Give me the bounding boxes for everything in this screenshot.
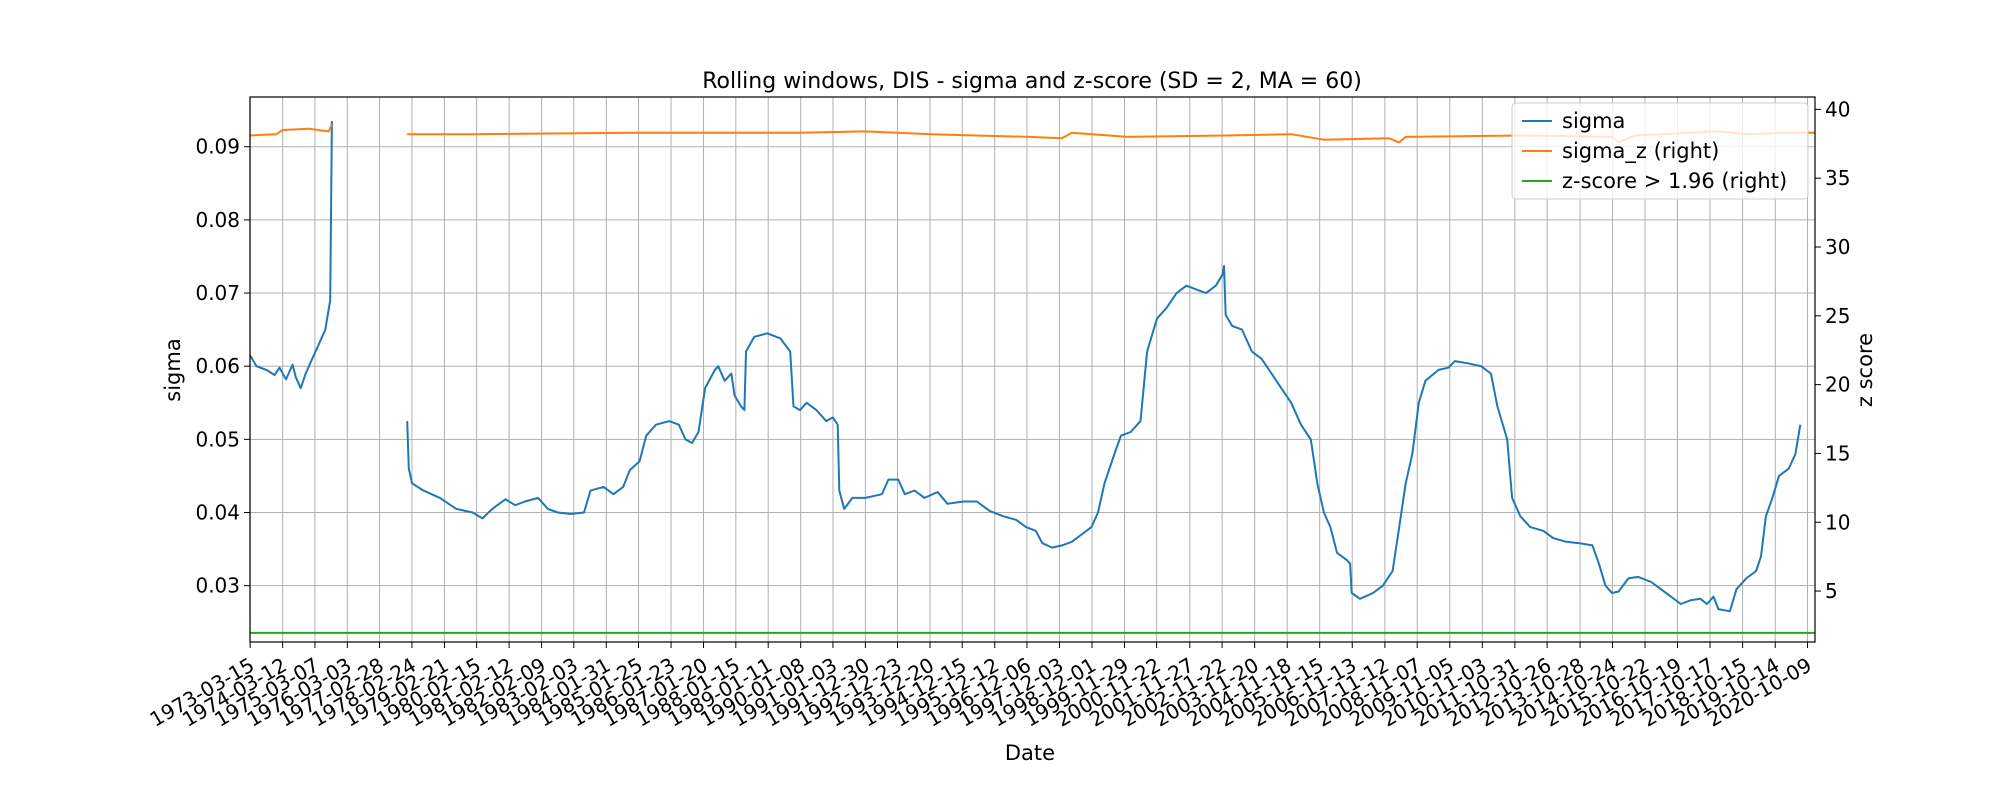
y-tick-label-right: 10: [1825, 510, 1850, 534]
plot-frame: [249, 96, 1816, 643]
legend-label-sigma: sigma: [1562, 109, 1625, 133]
y-tick-label-left: 0.06: [195, 354, 240, 378]
y-tick-label-left: 0.03: [195, 574, 240, 598]
y-tick-label-right: 20: [1825, 373, 1850, 397]
x-axis: 1973-03-151974-03-121975-03-071976-03-03…: [146, 642, 1816, 732]
y-tick-label-right: 15: [1825, 441, 1850, 465]
y-tick-label-left: 0.09: [195, 135, 240, 159]
legend-box: [1511, 102, 1809, 200]
x-axis-label: Date: [1005, 741, 1055, 765]
y-tick-label-right: 5: [1825, 579, 1838, 603]
y-axis-label-left: sigma: [161, 338, 185, 401]
sigma-line: [249, 121, 333, 390]
legend: sigma sigma_z (right) z-score > 1.96 (ri…: [1511, 102, 1809, 200]
y-axis-label-right: z score: [1853, 333, 1877, 407]
y-tick-label-right: 30: [1825, 235, 1850, 259]
grid: [249, 97, 1815, 642]
y-tick-label-right: 25: [1825, 304, 1850, 328]
sigma-z-line: [249, 124, 333, 137]
legend-label-z-threshold: z-score > 1.96 (right): [1562, 169, 1787, 193]
y-tick-label-right: 35: [1825, 166, 1850, 190]
legend-label-sigma-z: sigma_z (right): [1562, 139, 1719, 164]
y-tick-label-left: 0.05: [195, 427, 240, 451]
chart-title: Rolling windows, DIS - sigma and z-score…: [702, 69, 1362, 94]
y-axis-left: 0.03 0.04 0.05 0.06 0.07 0.08 0.09: [195, 135, 250, 598]
y-tick-label-right: 40: [1825, 97, 1850, 121]
y-tick-label-left: 0.04: [195, 501, 240, 525]
y-axis-right: 5 10 15 20 25 30 35 40: [1815, 97, 1850, 603]
y-tick-label-left: 0.07: [195, 281, 240, 305]
sigma-line: [406, 265, 1802, 613]
y-tick-label-left: 0.08: [195, 208, 240, 232]
